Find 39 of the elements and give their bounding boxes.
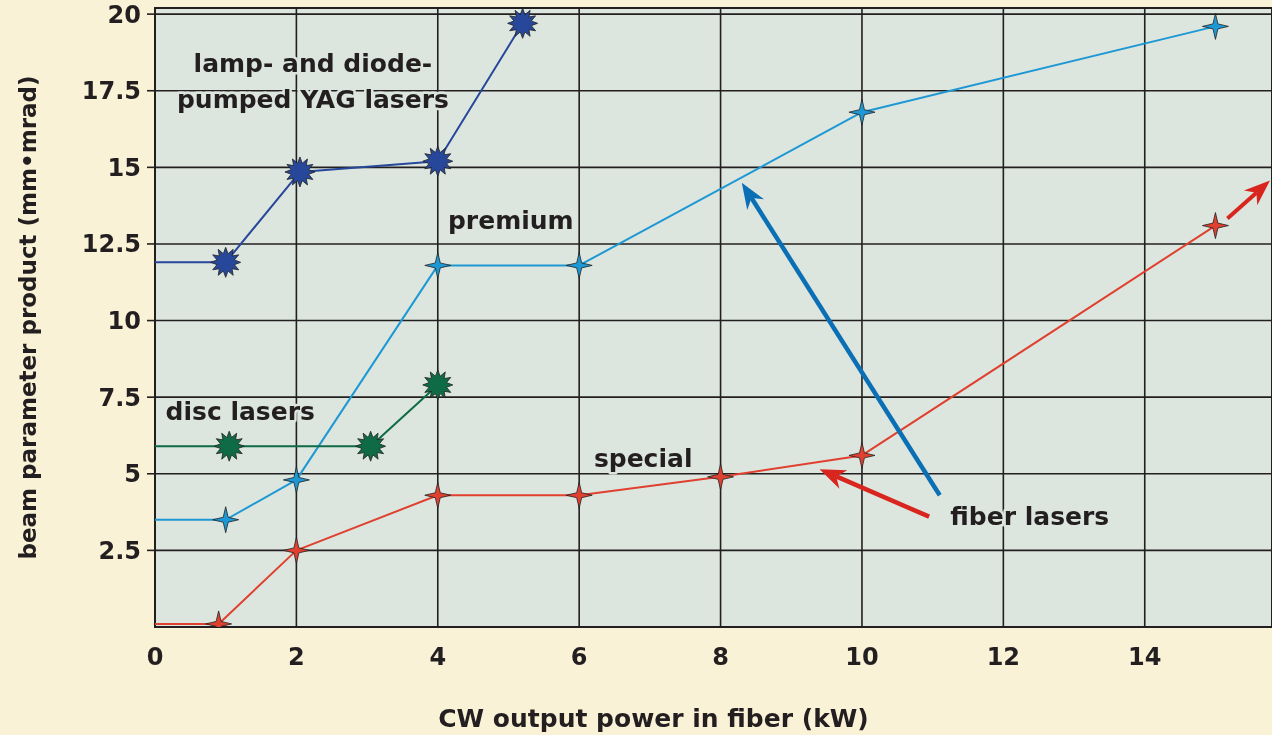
- point: [212, 506, 240, 534]
- x-tick-label: 4: [429, 643, 447, 671]
- point: [422, 145, 454, 177]
- point: [210, 246, 242, 278]
- point: [1202, 12, 1229, 40]
- point: [1202, 212, 1229, 239]
- point: [507, 8, 539, 39]
- x-tick-label: 6: [570, 643, 588, 671]
- x-tick-label: 0: [146, 643, 164, 671]
- y-tick-label: 12.5: [81, 230, 141, 259]
- x-tick-label: 8: [712, 643, 729, 671]
- point: [424, 252, 452, 279]
- point: [355, 430, 387, 462]
- point: [565, 481, 593, 509]
- x-axis-title: CW output power in fiber (kW): [438, 704, 869, 733]
- point: [848, 442, 876, 469]
- point: [284, 156, 316, 188]
- point: [848, 98, 876, 126]
- x-tick-label: 10: [845, 643, 879, 671]
- point: [424, 481, 452, 509]
- y-tick-label: 20: [107, 0, 141, 29]
- y-axis-title: beam parameter product (mm•mrad): [15, 75, 41, 560]
- point: [422, 369, 454, 401]
- point: [707, 463, 734, 491]
- y-tick-label: 15: [107, 153, 141, 182]
- x-tick-label: 14: [1128, 643, 1162, 671]
- x-tick-label: 2: [288, 643, 305, 671]
- y-tick-label: 7.5: [98, 383, 141, 412]
- point: [565, 252, 593, 279]
- point: [282, 536, 310, 564]
- x-tick-label: 12: [986, 643, 1021, 671]
- y-tick-label: 10: [107, 306, 141, 335]
- point: [213, 430, 245, 462]
- series-label: special: [593, 444, 693, 474]
- y-tick-label: 2.5: [98, 536, 141, 565]
- y-tick-label: 5: [124, 460, 141, 489]
- point: [282, 466, 310, 494]
- y-tick-label: 17.5: [81, 77, 141, 106]
- series-label: premium: [447, 206, 574, 236]
